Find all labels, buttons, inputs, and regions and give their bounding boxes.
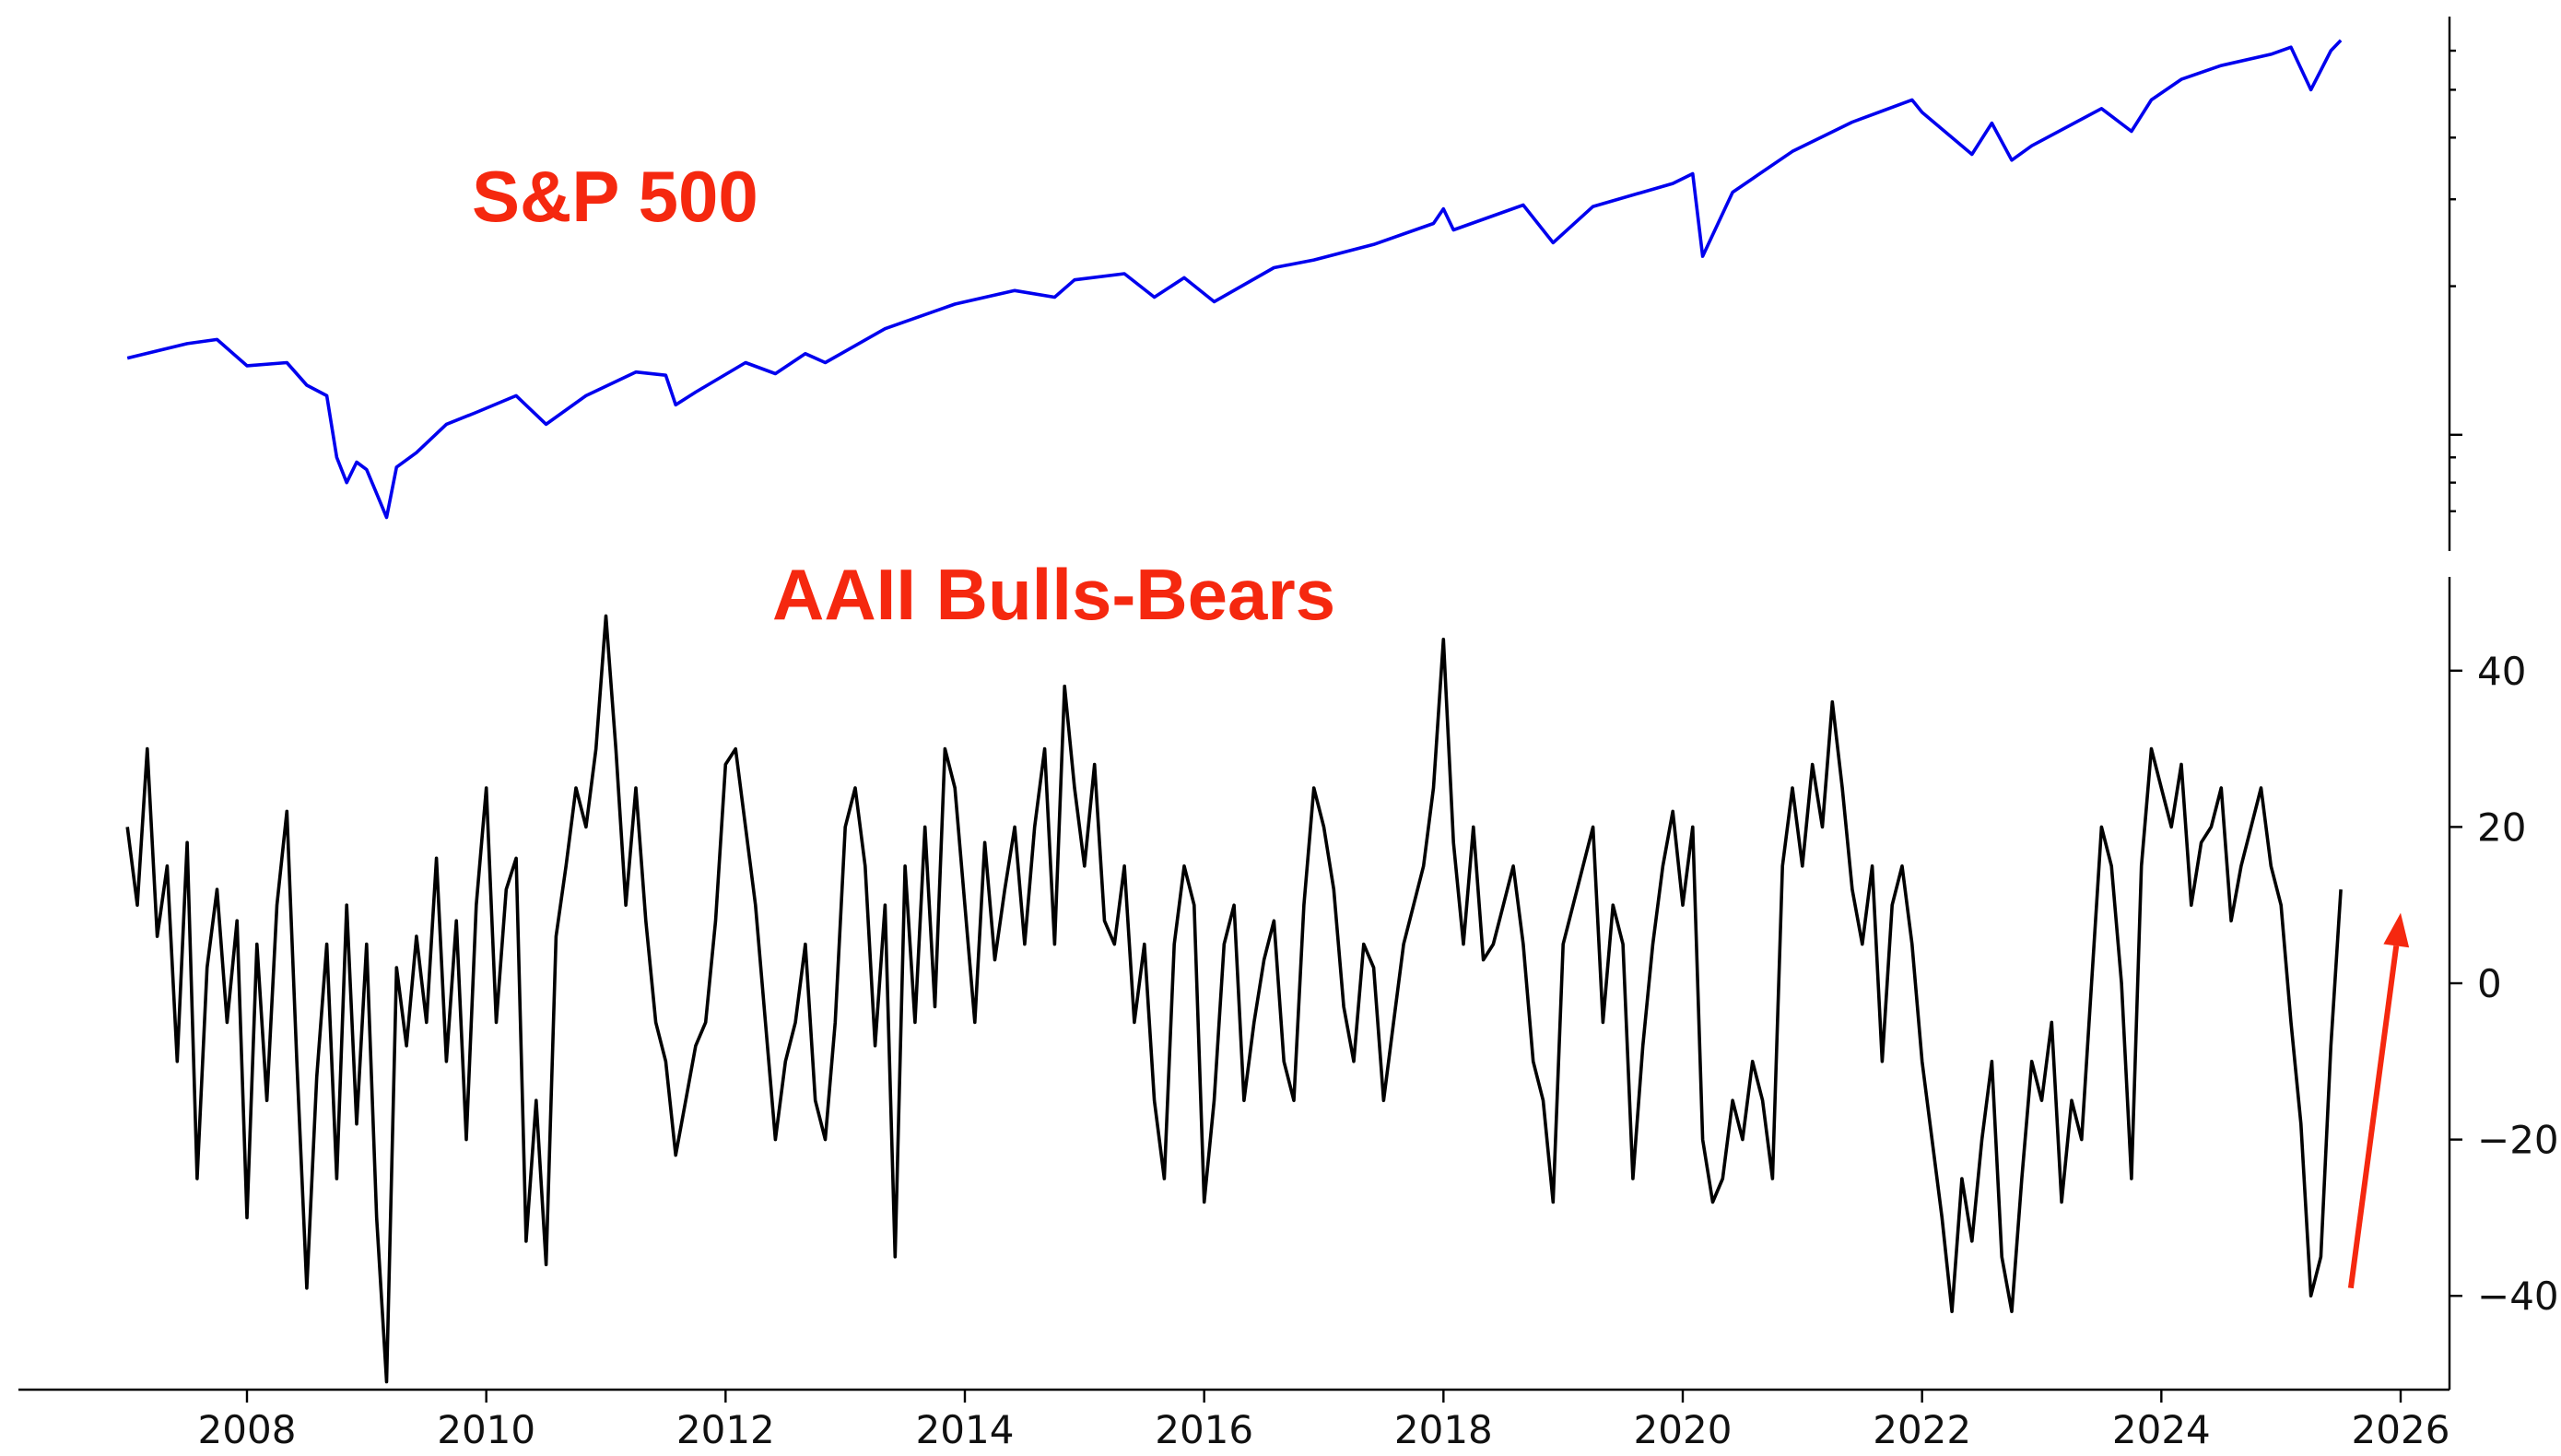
x-axis-tick-label: 2024 <box>2112 1407 2211 1452</box>
aaii-axis-tick-label: −40 <box>2477 1274 2559 1319</box>
sp500-right-axis-ticks <box>2449 49 2462 512</box>
x-axis-tick-label: 2012 <box>676 1407 775 1452</box>
sp500-line <box>126 39 2343 520</box>
x-axis-tick-label: 2018 <box>1394 1407 1493 1452</box>
aaii-line <box>125 614 2343 1384</box>
aaii-panel: 40 20 0 −20 −40 AAII Bulls-Bears <box>125 554 2559 1390</box>
aaii-annotation: AAII Bulls-Bears <box>772 554 1335 635</box>
aaii-axis-tick-label: 40 <box>2477 649 2526 694</box>
trend-arrow <box>2347 912 2410 1289</box>
sp500-series <box>126 39 2343 520</box>
aaii-series <box>125 614 2343 1384</box>
x-axis-tick-label: 2014 <box>916 1407 1015 1452</box>
trend-arrow-shaft <box>2347 945 2400 1289</box>
x-axis-tick-label: 2022 <box>1873 1407 1971 1452</box>
sp500-annotation: S&P 500 <box>472 156 758 237</box>
sp500-panel: S&P 500 <box>126 17 2462 551</box>
aaii-axis-tick-label: 20 <box>2477 804 2526 850</box>
aaii-axis-tick-label: −20 <box>2477 1118 2559 1163</box>
x-axis-tick-label: 2008 <box>198 1407 297 1452</box>
trend-arrow-head <box>2383 912 2410 948</box>
aaii-axis-tick-label: 0 <box>2477 961 2502 1006</box>
x-axis-tick-label: 2026 <box>2352 1407 2450 1452</box>
x-axis-tick-label: 2010 <box>437 1407 535 1452</box>
aaii-right-axis-ticks: 40 20 0 −20 −40 <box>2449 649 2559 1319</box>
x-axis: 2008 2010 2012 2014 2016 2018 2020 2022 2024 2026 <box>18 1388 2450 1452</box>
x-axis-ticks: 2008 2010 2012 2014 2016 2018 2020 2022 2024 2026 <box>198 1390 2450 1452</box>
x-axis-tick-label: 2020 <box>1634 1407 1733 1452</box>
x-axis-tick-label: 2016 <box>1155 1407 1253 1452</box>
